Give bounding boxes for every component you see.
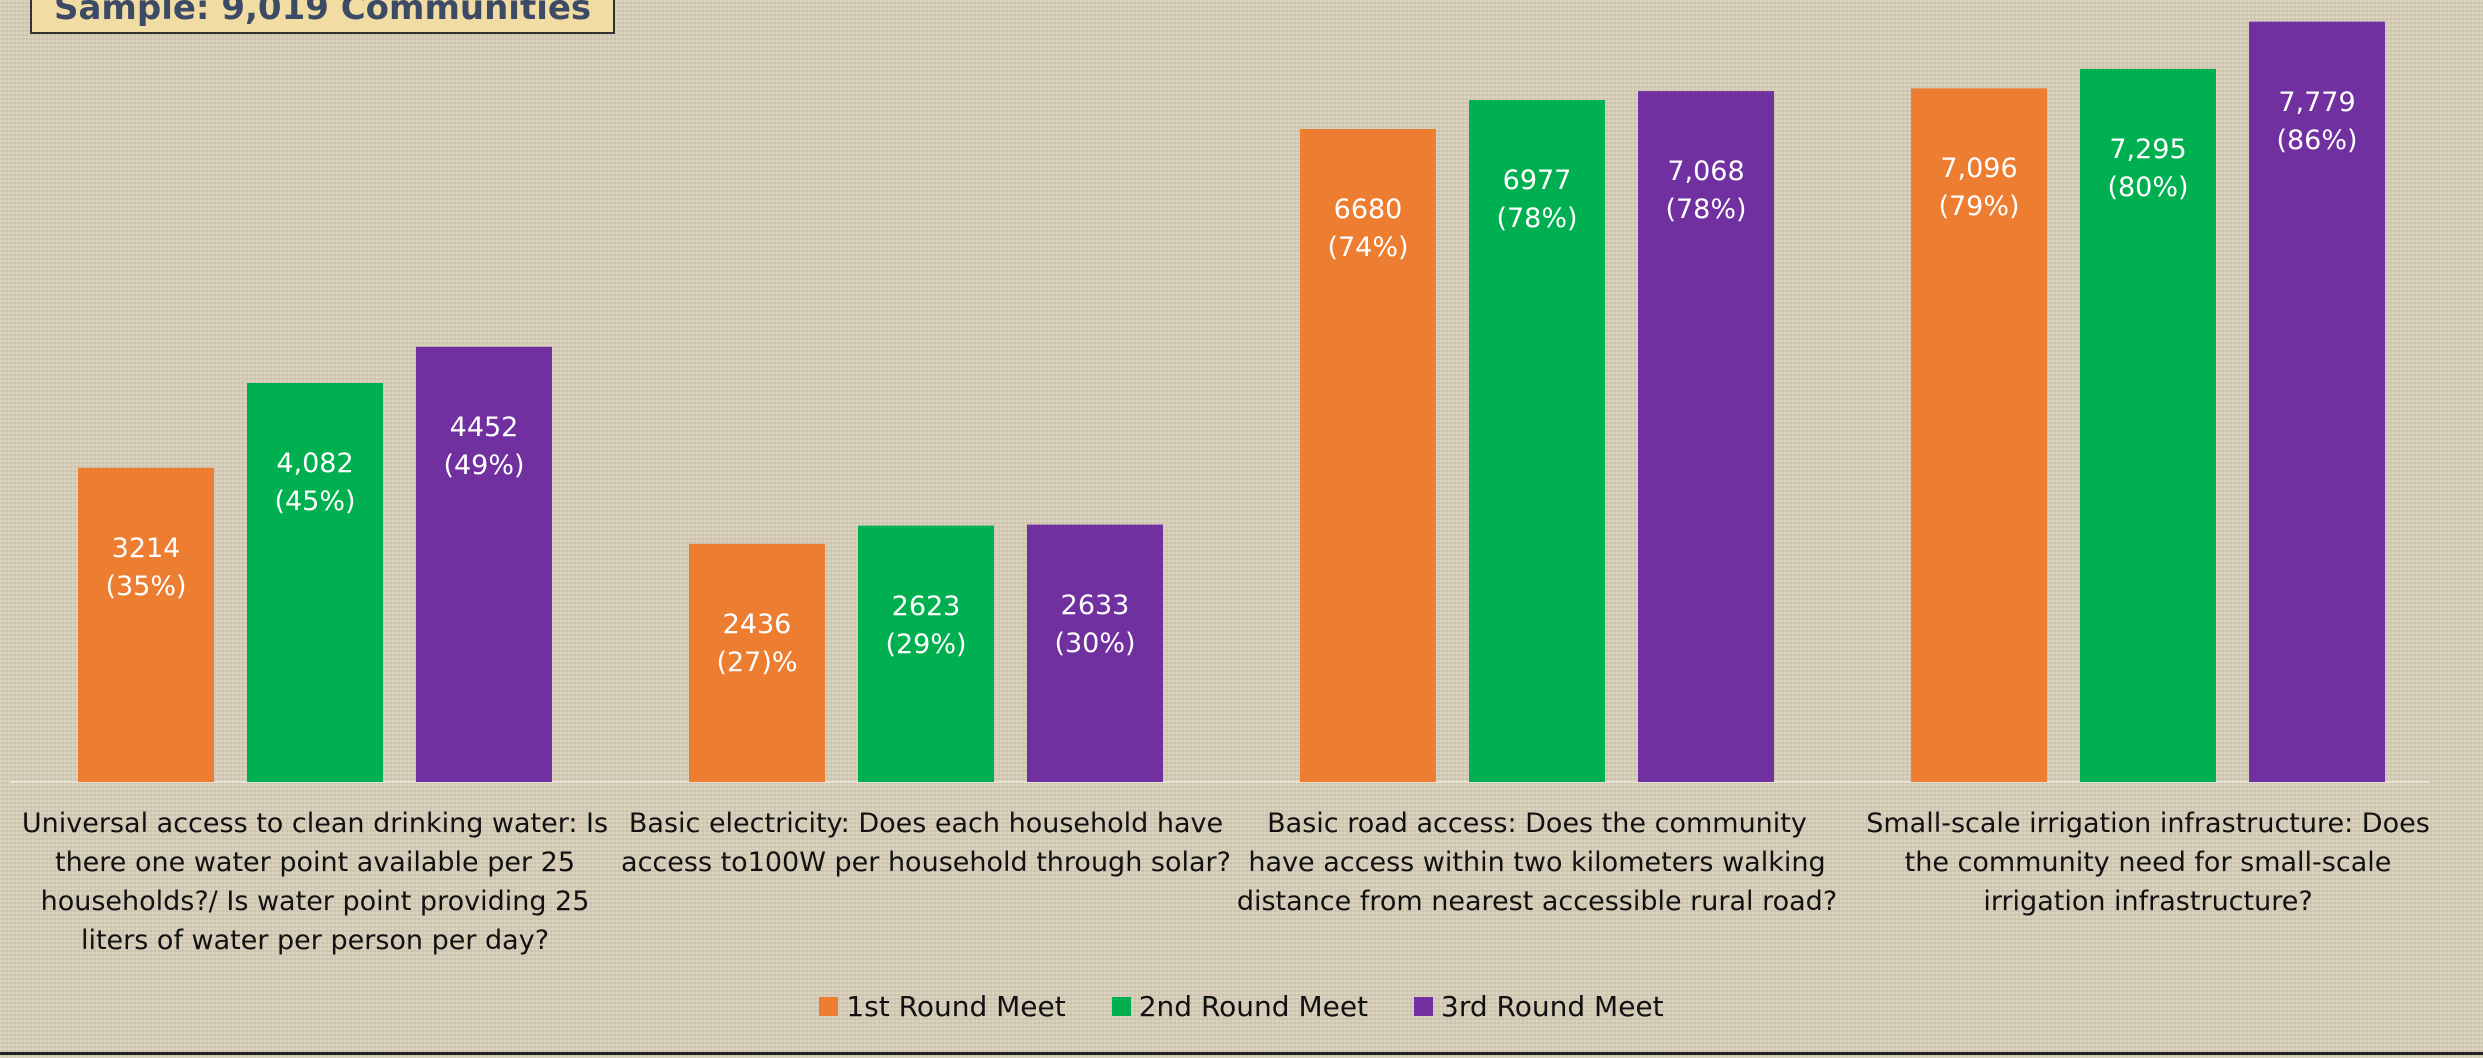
data-label: 7,779 (86%) xyxy=(2276,86,2358,156)
bar xyxy=(78,467,214,782)
data-label: 2623 (29%) xyxy=(885,590,967,660)
legend-item: 2nd Round Meet xyxy=(1111,990,1369,1023)
legend-label: 2nd Round Meet xyxy=(1138,990,1369,1023)
legend-label: 3rd Round Meet xyxy=(1441,990,1664,1023)
legend-swatch xyxy=(1111,997,1131,1016)
data-label: 2436 (27)% xyxy=(716,608,798,678)
bar xyxy=(2249,21,2385,783)
legend-swatch xyxy=(1414,997,1434,1016)
bar xyxy=(2080,68,2216,782)
legend-item: 3rd Round Meet xyxy=(1414,990,1664,1023)
bar xyxy=(1638,91,1774,782)
bar xyxy=(1469,99,1605,783)
x-tick-label: Basic electricity: Does each household h… xyxy=(621,808,1231,878)
data-label: 6977 (78%) xyxy=(1496,164,1578,234)
legend-item: 1st Round Meet xyxy=(819,990,1066,1023)
bar xyxy=(689,543,825,782)
legend: 1st Round Meet 2nd Round Meet 3rd Round Me… xyxy=(0,990,2483,1023)
bar xyxy=(416,346,552,782)
bar xyxy=(1300,129,1436,782)
data-label: 7,068 (78%) xyxy=(1665,156,1747,226)
data-label: 7,295 (80%) xyxy=(2107,133,2189,203)
bar xyxy=(858,525,994,782)
data-label: 6680 (74%) xyxy=(1327,194,1409,264)
x-tick-label: Small-scale irrigation infrastructure: D… xyxy=(1866,808,2430,917)
bar xyxy=(1027,524,1163,782)
bar xyxy=(247,382,383,782)
legend-swatch xyxy=(819,997,839,1016)
bottom-border xyxy=(0,1052,2483,1055)
data-label: 3214 (35%) xyxy=(105,532,187,602)
data-label: 2633 (30%) xyxy=(1054,589,1136,659)
data-label: 7,096 (79%) xyxy=(1938,153,2020,223)
x-tick-label: Universal access to clean drinking water… xyxy=(21,808,609,956)
legend-label: 1st Round Meet xyxy=(846,990,1066,1023)
data-label: 4,082 (45%) xyxy=(274,447,356,517)
bar xyxy=(1911,88,2047,783)
x-tick-label: Basic road access: Does the community ha… xyxy=(1236,808,1838,917)
data-label: 4452 (49%) xyxy=(443,411,525,481)
chart-title: Sample: 9,019 Communities xyxy=(30,0,616,34)
